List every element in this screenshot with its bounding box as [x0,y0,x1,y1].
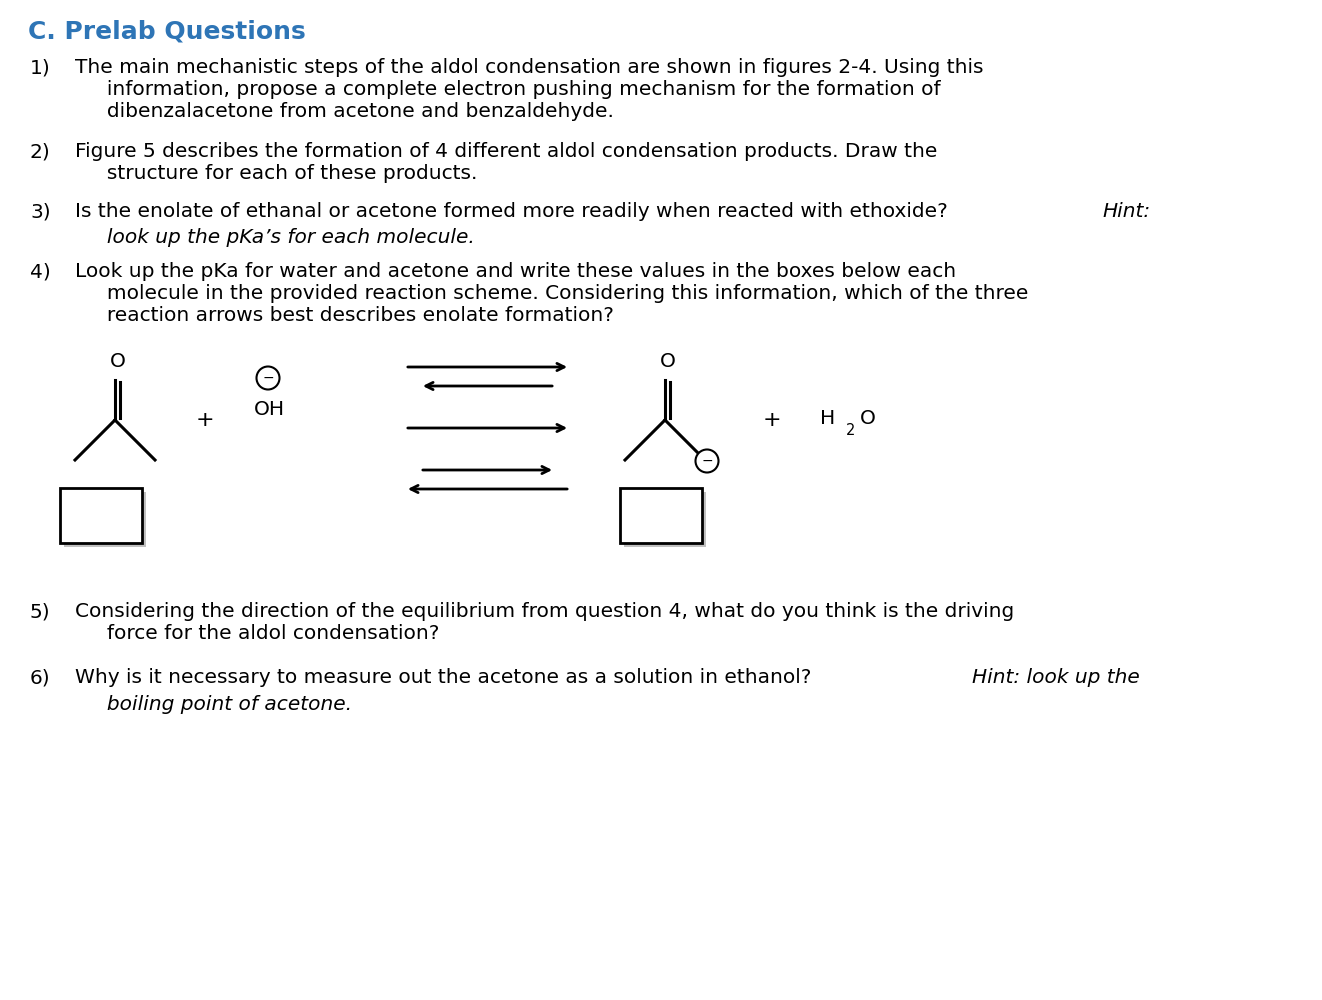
Text: Hint:: Hint: [1103,202,1150,221]
Bar [59,488,141,543]
Text: Look up the pKa for water and acetone and write these values in the boxes below : Look up the pKa for water and acetone an… [75,262,1029,325]
Text: 1): 1) [30,58,50,77]
Text: −: − [701,454,713,468]
Text: 3): 3) [30,202,50,221]
Text: O: O [861,409,876,428]
Text: +: + [763,410,781,430]
Text: Considering the direction of the equilibrium from question 4, what do you think : Considering the direction of the equilib… [75,602,1014,643]
Bar [624,492,706,547]
Text: Why is it necessary to measure out the acetone as a solution in ethanol?: Why is it necessary to measure out the a… [75,668,824,687]
Text: 5): 5) [30,602,50,621]
Text: +: + [196,410,214,430]
Text: C. Prelab Questions: C. Prelab Questions [28,20,305,44]
Text: The main mechanistic steps of the aldol condensation are shown in figures 2-4. U: The main mechanistic steps of the aldol … [75,58,984,121]
Text: 6): 6) [30,668,50,687]
Bar [63,492,145,547]
Text: 4): 4) [30,262,50,281]
Text: Is the enolate of ethanal or acetone formed more readily when reacted with ethox: Is the enolate of ethanal or acetone for… [75,202,961,221]
Text: 2): 2) [30,142,50,161]
Bar [620,488,702,543]
Text: Figure 5 describes the formation of 4 different aldol condensation products. Dra: Figure 5 describes the formation of 4 di… [75,142,937,183]
Text: look up the pKa’s for each molecule.: look up the pKa’s for each molecule. [75,228,475,247]
Text: OH: OH [254,400,284,419]
Text: H: H [820,409,836,428]
Text: −: − [262,371,274,385]
Text: O: O [110,352,126,371]
Text: 2: 2 [846,423,855,438]
Text: O: O [660,352,676,371]
Text: Hint: look up the: Hint: look up the [972,668,1140,687]
Text: boiling point of acetone.: boiling point of acetone. [75,694,352,714]
